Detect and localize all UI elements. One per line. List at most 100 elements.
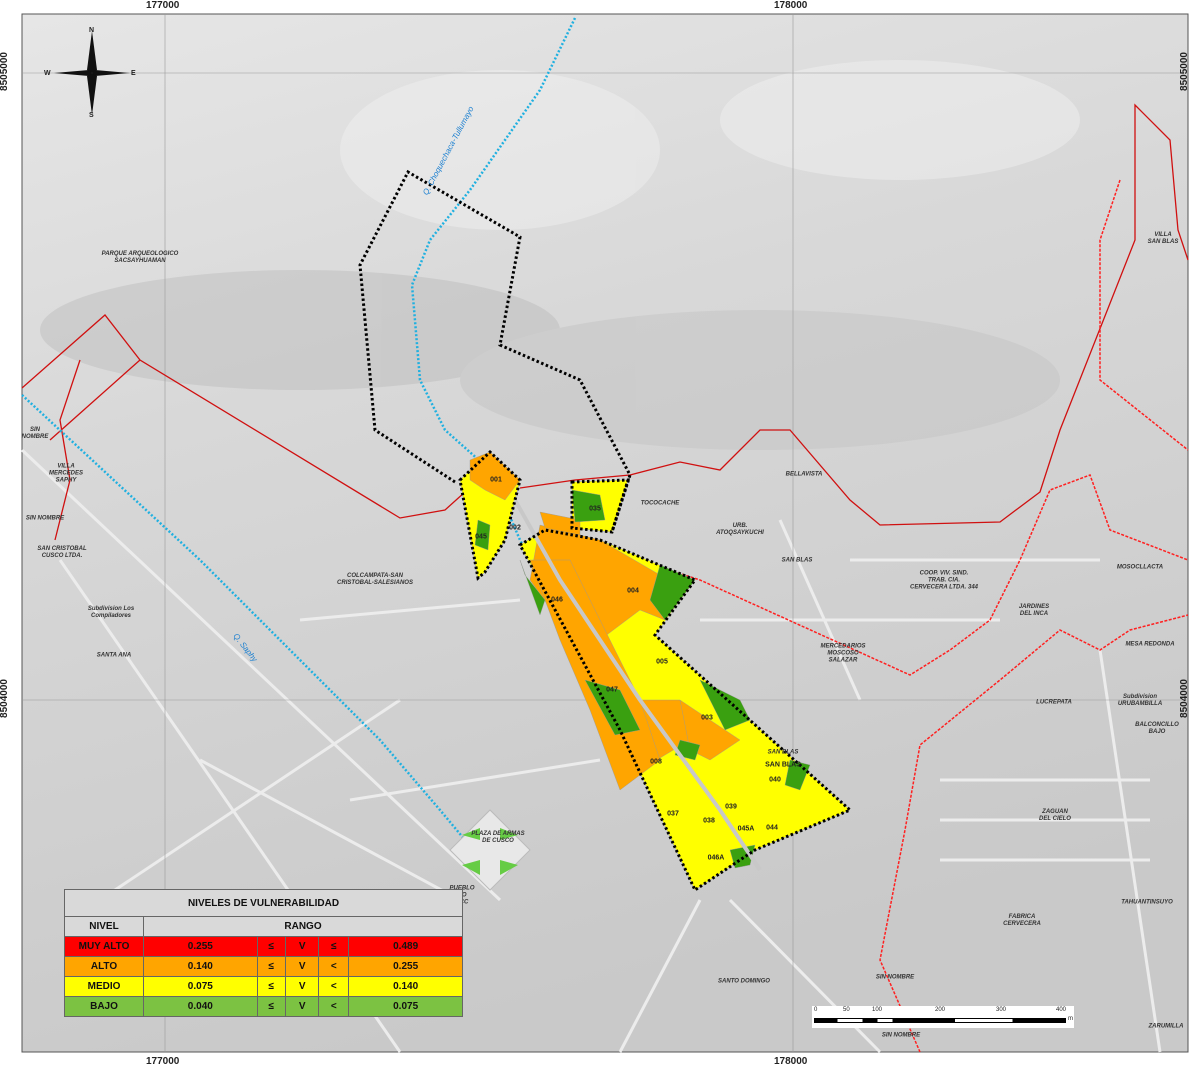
coord-y-right-2: 8504000 xyxy=(1178,679,1190,718)
place-label: PLAZA DE ARMAS DE CUSCO xyxy=(471,831,525,844)
river-saphy xyxy=(21,394,491,871)
scale-unit: m xyxy=(1068,1016,1073,1022)
legend-op: ≤ xyxy=(256,976,286,997)
compass-n: N xyxy=(89,27,95,34)
block-label: 040 xyxy=(769,776,781,784)
legend-min: 0.075 xyxy=(143,976,258,997)
legend-op: < xyxy=(318,976,350,997)
coord-y-left-1: 8505000 xyxy=(0,52,10,91)
legend-row-muy-alto: MUY ALTO 0.255 ≤ V ≤0.489 xyxy=(64,936,463,957)
legend-nivel: MUY ALTO xyxy=(64,936,144,957)
place-label: COLCAMPATA-SAN CRISTOBAL-SALESIANOS xyxy=(337,573,413,586)
legend-max: 0.255 xyxy=(348,956,463,977)
legend-v: V xyxy=(284,936,320,957)
place-label: SANTO DOMINGO xyxy=(718,978,770,985)
legend-min: 0.040 xyxy=(143,996,258,1017)
legend-min: 0.140 xyxy=(143,956,258,977)
scale-tick: 100 xyxy=(872,1007,883,1013)
place-label: VILLA MERCEDES SAPHY xyxy=(48,463,84,484)
study-area-boundary xyxy=(358,169,853,893)
scale-tick: 200 xyxy=(935,1007,946,1013)
scale-bar: 0 50 100 200 300 400 m xyxy=(812,1006,1074,1028)
legend-op: < xyxy=(318,996,350,1017)
block-label: 008 xyxy=(650,758,662,766)
place-label: SAN BLAS xyxy=(767,749,799,756)
block-label: 046A xyxy=(707,854,725,862)
block-label: 047 xyxy=(606,686,618,694)
block-label: 045A xyxy=(737,825,755,833)
place-label: SAN CRISTOBAL CUSCO LTDA. xyxy=(37,546,87,559)
place-label: ZARUMILLA xyxy=(1148,1023,1184,1030)
legend-max: 0.489 xyxy=(348,936,463,957)
block-label: 044 xyxy=(766,824,778,832)
scale-tick: 50 xyxy=(843,1007,850,1013)
place-label: SIN NOMBRE xyxy=(21,427,49,440)
coord-x-bottom-2: 178000 xyxy=(774,1056,808,1067)
legend-v: V xyxy=(284,976,320,997)
block-label: 005 xyxy=(656,658,668,666)
legend-row-medio: MEDIO 0.075 ≤ V <0.140 xyxy=(64,976,463,997)
legend-nivel: ALTO xyxy=(64,956,144,977)
place-label: SIN NOMBRE xyxy=(881,1032,921,1039)
zone-bajo-lobe xyxy=(474,519,491,551)
place-label: JARDINES DEL INCA xyxy=(1018,604,1050,617)
coord-x-top-2: 178000 xyxy=(774,0,808,11)
compass-w: W xyxy=(44,70,51,77)
block-label: 038 xyxy=(703,817,715,825)
vulnerability-zones xyxy=(459,451,851,891)
scale-tick: 0 xyxy=(814,1007,818,1013)
place-label: URB. ATOQSAYKUCHI xyxy=(716,523,764,536)
zone-bajo-4 xyxy=(699,679,751,731)
place-label: SANTA ANA xyxy=(96,652,132,659)
legend-header-nivel: NIVEL xyxy=(64,916,144,937)
place-label: BELLAVISTA xyxy=(785,471,823,478)
block-label-san-blas: SAN BLAS xyxy=(765,761,801,769)
legend-v: V xyxy=(284,956,320,977)
compass-e: E xyxy=(131,70,136,77)
place-label: TAHUANTINSUYO xyxy=(1121,899,1173,906)
legend-op: ≤ xyxy=(256,996,286,1017)
place-label: TOCOCACHE xyxy=(640,500,680,507)
block-label: 046 xyxy=(551,596,563,604)
coord-y-right-1: 8505000 xyxy=(1178,52,1190,91)
legend-op: < xyxy=(318,956,350,977)
scale-tick: 400 xyxy=(1056,1007,1067,1013)
place-label: ZAGUAN DEL CIELO xyxy=(1039,809,1071,822)
coord-y-left-2: 8504000 xyxy=(0,679,10,718)
block-label: 004 xyxy=(627,587,639,595)
place-label: LUCREPATA xyxy=(1036,699,1072,706)
legend-max: 0.140 xyxy=(348,976,463,997)
block-label: 002 xyxy=(509,524,521,532)
legend-row-bajo: BAJO 0.040 ≤ V <0.075 xyxy=(64,996,463,1017)
legend-op: ≤ xyxy=(256,936,286,957)
block-label: 039 xyxy=(725,803,737,811)
block-label: 001 xyxy=(490,476,502,484)
legend-nivel: MEDIO xyxy=(64,976,144,997)
compass-s: S xyxy=(89,112,94,119)
legend-max: 0.075 xyxy=(348,996,463,1017)
place-label: MESA REDONDA xyxy=(1125,641,1175,648)
legend-op: ≤ xyxy=(318,936,350,957)
place-label: MERCEDARIOS MOSCOSO SALAZAR xyxy=(820,643,866,664)
scale-tick: 300 xyxy=(996,1007,1007,1013)
place-label: SIN NOMBRE xyxy=(875,974,915,981)
place-label: BALCONCILLO BAJO xyxy=(1135,722,1179,735)
place-label: Subdivision Los Compiladores xyxy=(87,606,135,619)
block-label: 037 xyxy=(667,810,679,818)
zone-alto-strip xyxy=(539,511,581,536)
place-label: VILLA SAN BLAS xyxy=(1147,232,1179,245)
coord-x-bottom-1: 177000 xyxy=(146,1056,180,1067)
terrain-shading xyxy=(40,60,1080,450)
district-boundary-solid xyxy=(21,103,1189,541)
legend-v: V xyxy=(284,996,320,1017)
place-label: PARQUE ARQUEOLOGICO SACSAYHUAMAN xyxy=(101,251,179,264)
block-label: 045 xyxy=(475,533,487,541)
place-label: FABRICA CERVECERA xyxy=(1003,914,1041,927)
legend-min: 0.255 xyxy=(143,936,258,957)
place-label: COOP. VIV. SIND. TRAB. CIA. CERVECERA LT… xyxy=(909,570,979,591)
place-label: MOSOCLLACTA xyxy=(1116,564,1164,571)
legend-title: NIVELES DE VULNERABILIDAD xyxy=(64,889,463,917)
district-boundary-dashed xyxy=(544,179,1189,1053)
legend-nivel: BAJO xyxy=(64,996,144,1017)
